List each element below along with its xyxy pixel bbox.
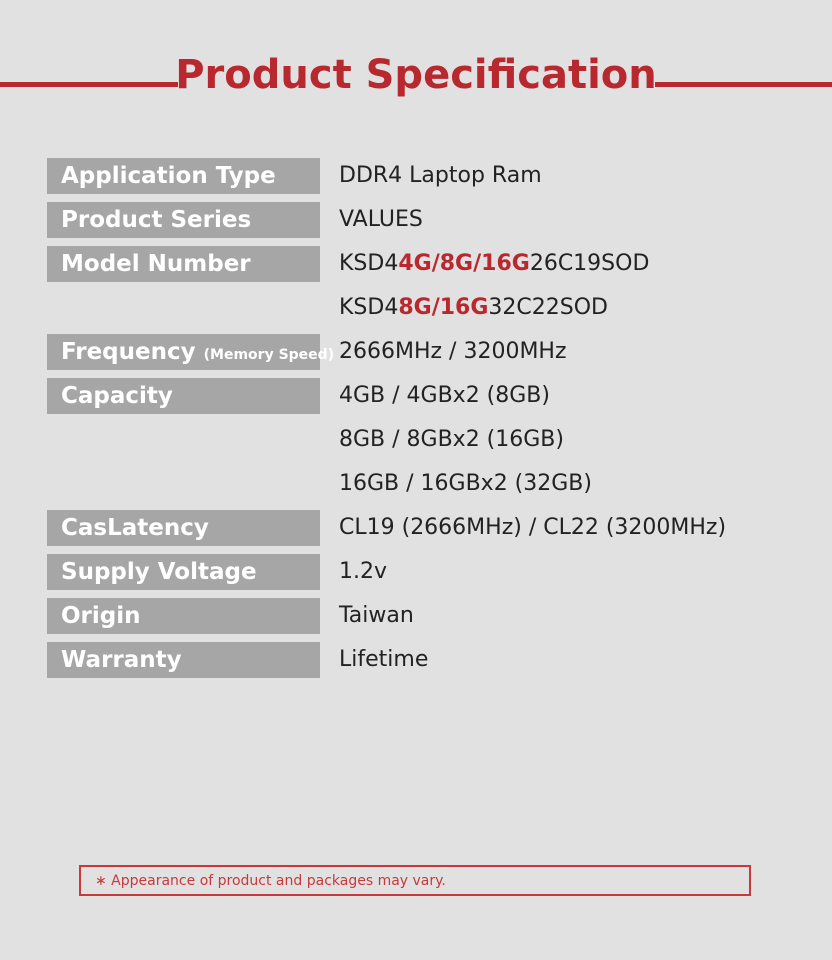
spec-row: Product Series VALUES (47, 202, 807, 238)
spec-value-text: 2666MHz / 3200MHz (339, 339, 567, 364)
disclaimer-note: ∗ Appearance of product and packages may… (79, 865, 751, 896)
spec-label: CasLatency (47, 510, 320, 546)
spec-row: 16GB / 16GBx2 (32GB) (47, 466, 807, 502)
spec-value-text: CL19 (2666MHz) / CL22 (3200MHz) (339, 515, 727, 540)
spec-value-text: KSD4 (339, 251, 399, 276)
spec-value-text: Taiwan (339, 603, 414, 628)
page-title: Product Specification (175, 52, 657, 98)
spec-row: Supply Voltage 1.2v (47, 554, 807, 590)
spec-value-text: 32C22SOD (488, 295, 608, 320)
spec-value-highlight: 4G/8G/16G (398, 251, 530, 276)
spec-label: Model Number (47, 246, 320, 282)
spec-value-text: 1.2v (339, 559, 388, 584)
spec-label: Application Type (47, 158, 320, 194)
spec-value: 2666MHz / 3200MHz (339, 334, 567, 370)
spec-label: Warranty (47, 642, 320, 678)
spec-value-text: Lifetime (339, 647, 429, 672)
spec-value: Lifetime (339, 642, 428, 678)
spec-row: 8GB / 8GBx2 (16GB) (47, 422, 807, 458)
spec-label-text: Supply Voltage (61, 559, 257, 585)
spec-label: Capacity (47, 378, 320, 414)
spec-value-text: 4GB / 4GBx2 (8GB) (339, 383, 550, 408)
title-rule-right (655, 82, 832, 87)
spec-label-text: Product Series (61, 207, 252, 233)
spec-value: 16GB / 16GBx2 (32GB) (339, 466, 592, 502)
spec-label-text: CasLatency (61, 515, 209, 541)
spec-label-text: Warranty (61, 647, 182, 673)
spec-value: 8GB / 8GBx2 (16GB) (339, 422, 564, 458)
spec-label-text: Model Number (61, 251, 251, 277)
spec-row: Warranty Lifetime (47, 642, 807, 678)
title-rule-left (0, 82, 178, 87)
spec-value: 1.2v (339, 554, 387, 590)
spec-value-text: DDR4 Laptop Ram (339, 163, 542, 188)
spec-value-text: VALUES (339, 207, 423, 232)
spec-value-text: KSD4 (339, 295, 399, 320)
spec-value-text: 26C19SOD (529, 251, 650, 276)
spec-label-note: (Memory Speed) (203, 347, 335, 363)
spec-label-text: Frequency (61, 339, 196, 365)
spec-value-text: 16GB / 16GBx2 (32GB) (339, 471, 592, 496)
spec-value: CL19 (2666MHz) / CL22 (3200MHz) (339, 510, 726, 546)
spec-value: KSD44G/8G/16G26C19SOD (339, 246, 649, 282)
spec-row: Application Type DDR4 Laptop Ram (47, 158, 807, 194)
spec-row: Origin Taiwan (47, 598, 807, 634)
spec-row: Capacity 4GB / 4GBx2 (8GB) (47, 378, 807, 414)
spec-row: CasLatency CL19 (2666MHz) / CL22 (3200MHz… (47, 510, 807, 546)
spec-value: VALUES (339, 202, 423, 238)
spec-value: Taiwan (339, 598, 414, 634)
spec-value-text: 8GB / 8GBx2 (16GB) (339, 427, 564, 452)
spec-label: Product Series (47, 202, 320, 238)
spec-row: KSD48G/16G32C22SOD (47, 290, 807, 326)
spec-value: 4GB / 4GBx2 (8GB) (339, 378, 550, 414)
spec-row: Frequency (Memory Speed) 2666MHz / 3200MH… (47, 334, 807, 370)
spec-value-highlight: 8G/16G (398, 295, 489, 320)
spec-label-text: Origin (61, 603, 141, 629)
spec-label: Frequency (Memory Speed) (47, 334, 334, 370)
spec-label: Supply Voltage (47, 554, 320, 590)
spec-row: Model Number KSD44G/8G/16G26C19SOD (47, 246, 807, 282)
spec-value: DDR4 Laptop Ram (339, 158, 542, 194)
spec-value: KSD48G/16G32C22SOD (339, 290, 608, 326)
spec-label-text: Application Type (61, 163, 276, 189)
spec-label: Origin (47, 598, 320, 634)
spec-label-text: Capacity (61, 383, 173, 409)
